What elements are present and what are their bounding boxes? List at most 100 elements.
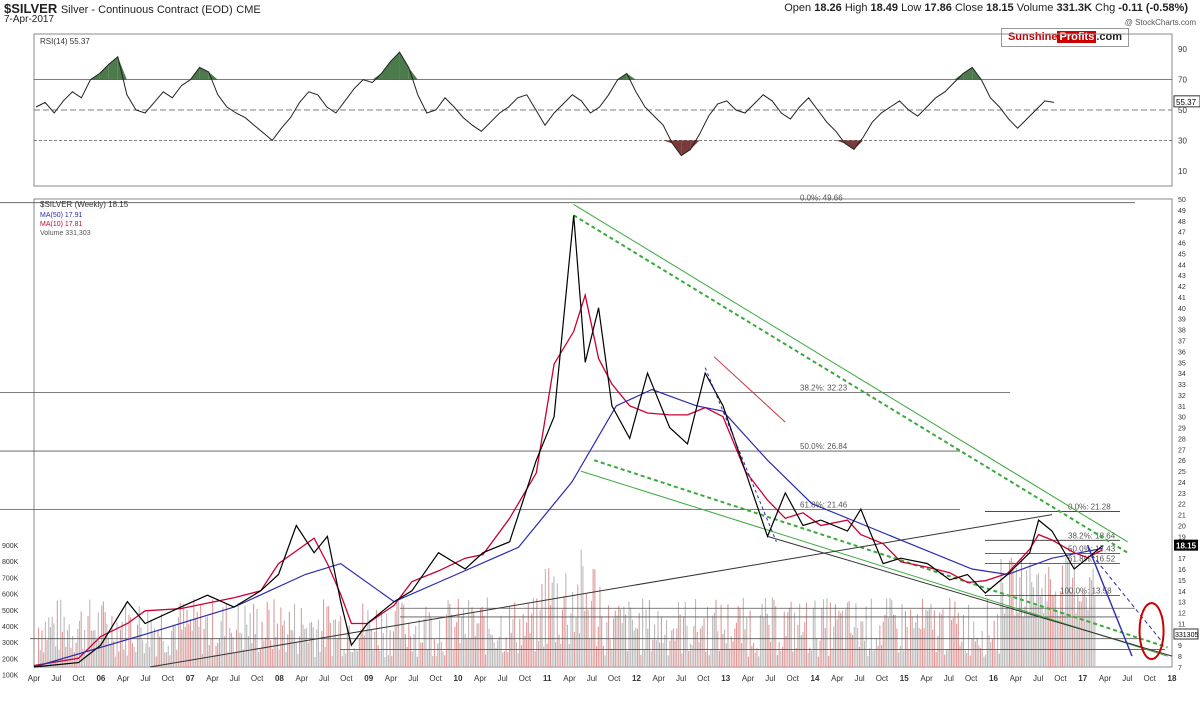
price-tick-label: 21	[1178, 513, 1186, 520]
volume-bar	[341, 656, 343, 667]
volume-bar	[642, 598, 644, 667]
volume-bar	[495, 648, 497, 667]
volume-bar	[299, 636, 301, 667]
volume-bar	[508, 606, 511, 667]
chart-header: $SILVER Silver - Continuous Contract (EO…	[0, 0, 1200, 28]
volume-bar	[676, 628, 678, 667]
volume-bar	[882, 621, 884, 667]
volume-bar	[643, 649, 645, 667]
price-tick-label: 25	[1178, 469, 1186, 476]
rsi-overbought-fill	[199, 67, 209, 80]
volume-bar	[1027, 615, 1029, 667]
volume-bar	[498, 636, 500, 667]
x-tick-label: 09	[364, 674, 373, 683]
volume-bar	[420, 642, 422, 667]
volume-bar	[48, 617, 50, 667]
volume-bar	[959, 645, 961, 667]
volume-bar	[391, 655, 393, 667]
volume-bar	[708, 655, 710, 667]
volume-bar	[727, 604, 729, 667]
fib-label: 61.8%: 21.46	[800, 501, 848, 510]
fib-label: 61.8%: 16.52	[1068, 554, 1116, 563]
rsi-overbought-fill	[399, 52, 409, 80]
volume-bar	[594, 569, 596, 667]
volume-bar	[459, 643, 461, 667]
volume-bar	[1031, 582, 1033, 667]
volume-bar	[1036, 574, 1038, 667]
volume-bar	[648, 599, 651, 667]
volume-bar	[84, 629, 86, 667]
volume-bar	[797, 624, 799, 667]
volume-bar	[585, 593, 587, 667]
volume-bar	[906, 627, 908, 667]
volume-bar	[444, 655, 446, 667]
volume-bar	[116, 621, 118, 667]
volume-bar	[665, 619, 668, 667]
volume-bar	[488, 628, 490, 667]
volume-bar	[234, 653, 236, 667]
volume-bar	[633, 630, 635, 667]
x-tick-label: 10	[454, 674, 463, 683]
volume-bar	[165, 652, 168, 667]
volume-bar	[986, 598, 988, 667]
volume-bar	[242, 649, 244, 667]
volume-bar	[351, 652, 354, 667]
volume-bar	[212, 599, 214, 667]
volume-bar	[261, 621, 263, 667]
volume-bar	[735, 622, 738, 667]
volume-bar	[817, 656, 819, 667]
volume-bar	[131, 643, 133, 667]
volume-bar	[896, 628, 898, 667]
volume-bar	[604, 655, 606, 667]
x-tick-label: Jul	[765, 674, 775, 683]
volume-bar	[609, 639, 611, 667]
volume-bar	[1043, 613, 1045, 667]
volume-bar	[903, 650, 905, 667]
volume-bar	[869, 648, 871, 667]
price-tick-label: 48	[1178, 219, 1186, 226]
volume-bar	[1061, 565, 1063, 667]
volume-bar	[555, 642, 557, 667]
rsi-overbought-fill	[390, 52, 400, 80]
volume-bar	[338, 621, 340, 667]
volume-bar	[536, 598, 538, 667]
volume-bar	[867, 655, 869, 667]
rsi-overbought-fill	[381, 61, 391, 80]
volume-bar	[628, 601, 630, 667]
price-tick-label: 46	[1178, 241, 1186, 248]
volume-bar	[961, 641, 963, 667]
volume-bar	[578, 633, 581, 667]
volume-bar	[556, 583, 558, 667]
legend-volume: Volume 331,303	[40, 230, 91, 237]
volume-bar	[816, 639, 818, 667]
price-tick-label: 20	[1178, 524, 1186, 531]
volume-bar	[939, 612, 941, 667]
volume-bar	[177, 617, 180, 667]
volume-bar	[288, 611, 290, 667]
volume-bar	[935, 651, 937, 667]
volume-bar	[700, 628, 702, 667]
volume-bar	[669, 640, 671, 667]
volume-bar	[432, 655, 434, 667]
volume-bar	[502, 652, 504, 667]
rsi-current-label: 55.37	[1176, 98, 1197, 107]
x-tick-label: Apr	[117, 674, 130, 683]
volume-bar	[824, 627, 826, 667]
volume-bar	[522, 614, 524, 667]
volume-bar	[401, 602, 403, 667]
volume-bar	[679, 614, 681, 667]
volume-bar	[950, 620, 953, 667]
volume-bar	[1053, 594, 1055, 667]
volume-bar	[317, 619, 319, 667]
volume-bar	[621, 623, 623, 667]
fib-label: 100.0%: 13.58	[1060, 586, 1112, 595]
volume-bar	[423, 618, 425, 667]
volume-bar	[836, 619, 838, 667]
volume-bar	[601, 616, 603, 667]
volume-bar	[266, 601, 268, 667]
volume-bar	[532, 598, 534, 667]
volume-bar	[1070, 591, 1072, 667]
volume-bar	[280, 607, 282, 667]
volume-bar	[898, 652, 900, 667]
x-tick-label: Apr	[28, 674, 41, 683]
